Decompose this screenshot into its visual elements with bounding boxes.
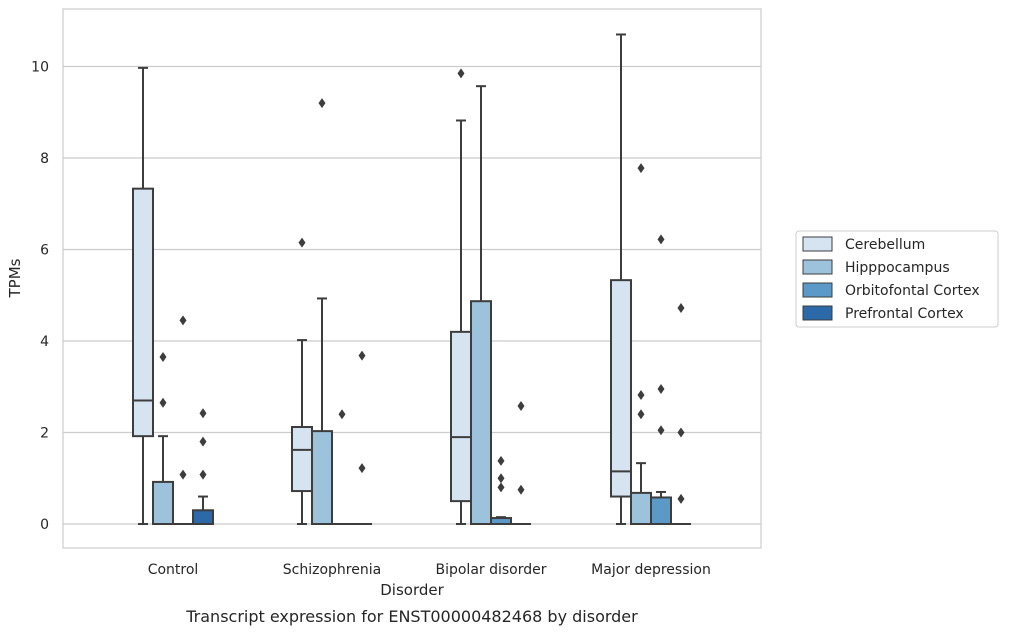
legend-label: Orbitofontal Cortex: [845, 283, 980, 299]
plot-area-frame: [62, 8, 762, 549]
y-tick-label: 8: [40, 151, 49, 167]
box-group: [291, 237, 313, 525]
outlier-point: [677, 493, 685, 504]
y-tick-label: 6: [40, 243, 49, 259]
box-group: [332, 409, 352, 525]
x-axis-title: Disorder: [380, 581, 444, 599]
box-group: [132, 66, 154, 525]
outlier-point: [358, 463, 366, 474]
outlier-point: [677, 303, 685, 314]
box-group: [173, 315, 193, 525]
y-tick-label: 2: [40, 426, 49, 442]
outlier-point: [457, 68, 465, 79]
legend-label: Cerebellum: [845, 237, 925, 253]
legend-swatch: [802, 305, 833, 321]
chart-caption: Transcript expression for ENST0000048246…: [185, 607, 638, 626]
outlier-point: [318, 98, 326, 109]
y-tick-label: 10: [31, 60, 49, 76]
outlier-point: [637, 409, 645, 420]
box-iqr: [132, 187, 154, 438]
outlier-point: [497, 482, 505, 493]
box-group: [630, 163, 652, 526]
y-tick-label: 4: [40, 334, 49, 350]
legend-swatch: [802, 236, 833, 252]
box-iqr: [630, 491, 652, 526]
y-tick-labels: 0 2 4 6 8 10: [31, 60, 49, 534]
outlier-point: [657, 234, 665, 245]
box-group: [450, 68, 472, 525]
outlier-point: [657, 384, 665, 395]
outlier-point: [637, 389, 645, 400]
box-group: [470, 85, 492, 526]
outlier-point: [497, 473, 505, 484]
y-gridlines: [63, 65, 761, 525]
outlier-point: [517, 400, 525, 411]
outlier-point: [677, 427, 685, 438]
box-iqr: [650, 496, 672, 525]
box-iqr: [152, 480, 174, 526]
outlier-point: [637, 163, 645, 174]
x-tick-label: Control: [148, 562, 199, 578]
x-tick-labels: Control Schizophrenia Bipolar disorder Majo…: [148, 562, 711, 578]
box-group: [311, 98, 333, 525]
box-group: [352, 350, 372, 525]
x-tick-label: Major depression: [591, 562, 711, 578]
x-tick-label: Bipolar disorder: [435, 562, 546, 578]
x-tick-label: Schizophrenia: [283, 562, 381, 578]
box-group: [152, 352, 174, 526]
box-series: [132, 33, 691, 526]
box-iqr: [192, 509, 214, 525]
box-iqr: [470, 300, 492, 526]
outlier-point: [517, 484, 525, 495]
legend-label: Prefrontal Cortex: [845, 306, 964, 322]
outlier-point: [179, 469, 187, 480]
box-group: [671, 303, 691, 525]
box-iqr: [291, 426, 313, 493]
outlier-point: [497, 455, 505, 466]
box-group: [610, 33, 632, 525]
box-iqr: [610, 279, 632, 498]
box-iqr: [450, 330, 472, 503]
legend-swatch: [802, 282, 833, 298]
outlier-point: [657, 425, 665, 436]
outlier-point: [358, 350, 366, 361]
outlier-point: [199, 469, 207, 480]
y-tick-label: 0: [40, 517, 49, 533]
legend: Cerebellum Hipppocampus Orbitofontal Corte…: [795, 230, 999, 328]
outlier-point: [199, 408, 207, 419]
outlier-point: [338, 409, 346, 420]
y-axis-title: TPMs: [6, 258, 24, 298]
legend-label: Hipppocampus: [845, 260, 950, 276]
box-group: [192, 408, 214, 525]
box-group: [650, 234, 672, 525]
outlier-point: [159, 352, 167, 363]
outlier-point: [159, 397, 167, 408]
outlier-point: [199, 436, 207, 447]
legend-swatch: [802, 259, 833, 275]
outlier-point: [298, 237, 306, 248]
box-group: [490, 455, 512, 525]
outlier-point: [179, 315, 187, 326]
box-group: [511, 400, 531, 525]
legend-frame: [795, 230, 999, 328]
box-iqr: [311, 430, 333, 525]
